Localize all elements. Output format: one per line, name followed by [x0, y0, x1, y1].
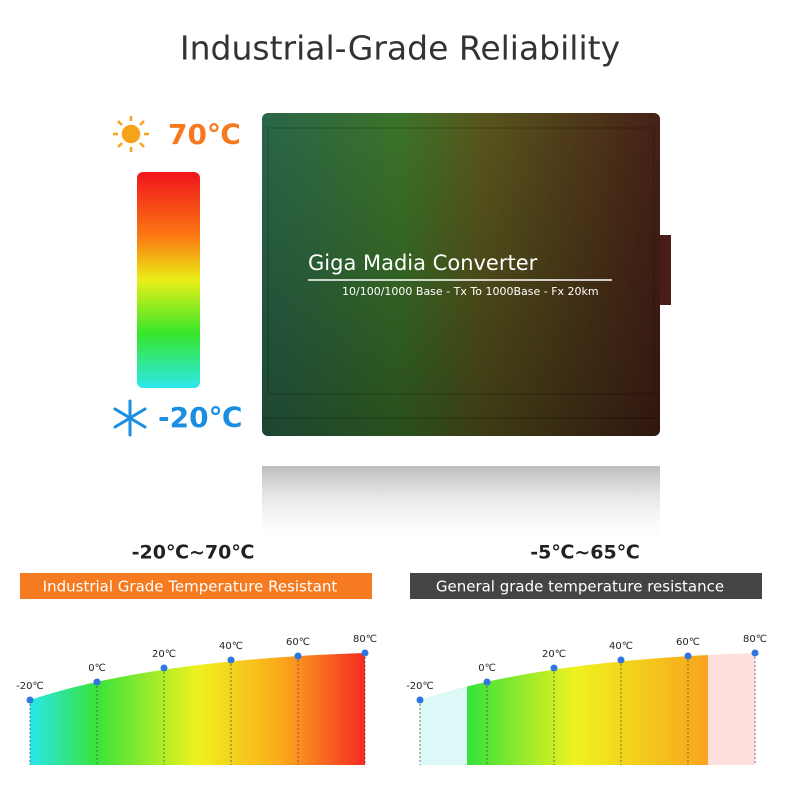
temp-label: 40℃ — [609, 641, 633, 652]
temp-label: 20℃ — [542, 649, 566, 660]
low-temp: -20℃ — [158, 401, 243, 434]
high-temp: 70℃ — [168, 118, 241, 151]
point — [483, 678, 491, 686]
snow-icon — [113, 399, 147, 437]
heat-area-right — [467, 654, 708, 765]
temp-label: 20℃ — [152, 649, 176, 660]
device-spec: 10/100/1000 Base - Tx To 1000Base - Fx 2… — [342, 285, 599, 298]
temp-label: 40℃ — [219, 641, 243, 652]
heat-area-left — [30, 653, 365, 765]
point — [751, 649, 759, 657]
point — [684, 652, 692, 660]
heat-area-right-cold — [420, 686, 467, 765]
point — [416, 696, 424, 704]
point — [227, 656, 235, 664]
point — [617, 656, 625, 664]
temp-label: 80℃ — [743, 634, 767, 645]
banner-left — [20, 573, 372, 599]
point — [550, 664, 558, 672]
temp-label: 0℃ — [88, 663, 106, 674]
temp-label: 80℃ — [353, 634, 377, 645]
point — [160, 664, 168, 672]
device-name: Giga Madia Converter — [308, 251, 538, 275]
temp-label: 60℃ — [286, 637, 310, 648]
range-right: -5℃~65℃ — [530, 542, 639, 564]
temp-label: -20℃ — [16, 681, 44, 692]
temp-label: 60℃ — [676, 637, 700, 648]
point — [361, 649, 369, 657]
device — [262, 113, 671, 546]
point — [93, 678, 101, 686]
title: Industrial-Grade Reliability — [180, 29, 620, 68]
temp-label: -20℃ — [406, 681, 434, 692]
range-left: -20℃~70℃ — [132, 542, 255, 564]
banner-left-text: Industrial Grade Temperature Resistant — [43, 578, 338, 596]
banner-right — [410, 573, 762, 599]
temp-label: 0℃ — [478, 663, 496, 674]
banner-right-text: General grade temperature resistance — [436, 578, 724, 596]
point — [294, 652, 302, 660]
thermometer-bar — [137, 172, 200, 388]
point — [26, 696, 34, 704]
sun-icon — [113, 116, 149, 152]
